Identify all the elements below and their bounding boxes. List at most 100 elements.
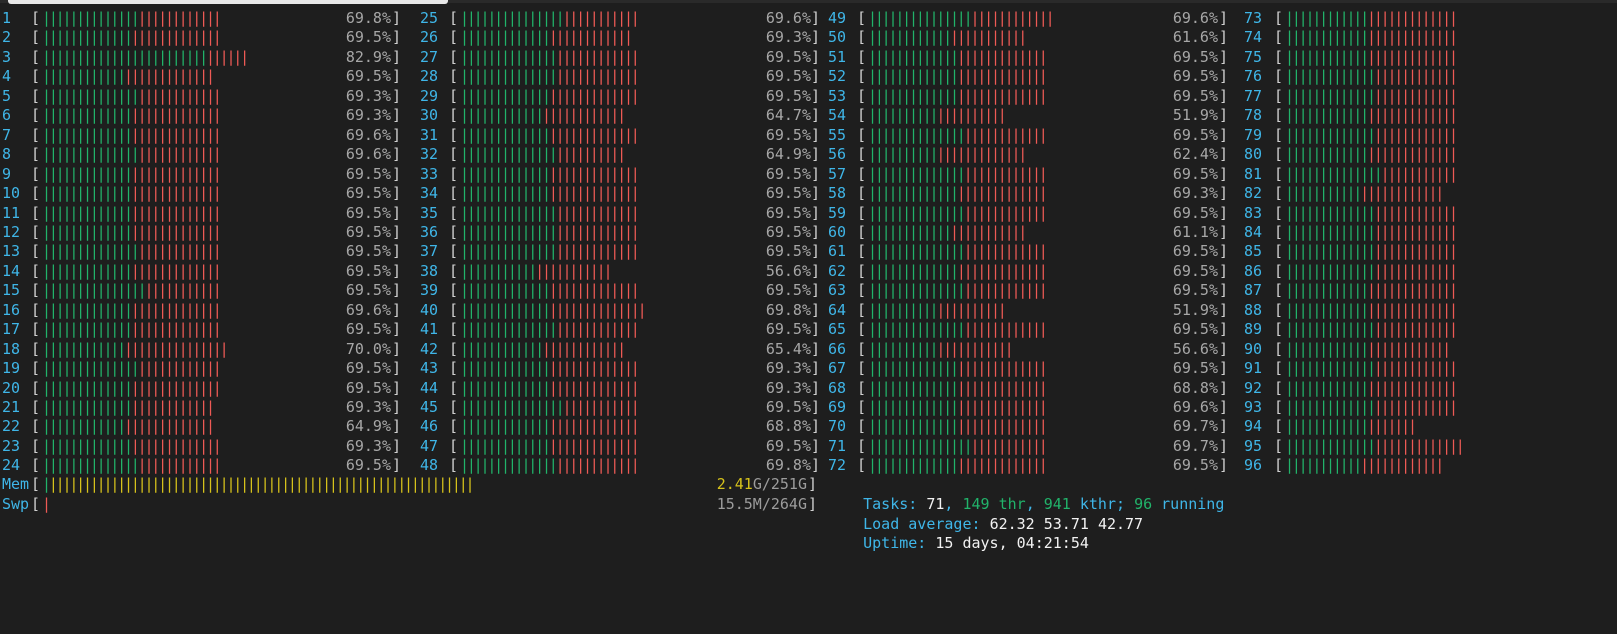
cpu-usage-bar: |||||||||||||||||||||||||| (460, 125, 640, 144)
cpu-usage-bar: ||||||||||||||||||||||| (868, 145, 1027, 164)
cpu-usage-bar: |||||||||||||||||||||||||| (42, 261, 222, 280)
cpu-open-bracket: [ (857, 145, 867, 164)
cpu-close-bracket: ] (1219, 436, 1229, 455)
cpu-close-bracket: ] (811, 242, 821, 261)
cpu-meter: 37 [|||||||||||||||||||||||||| 69.5%] (418, 241, 823, 261)
cpu-usage-bar: ||||||||||||||||||||||||| (1285, 222, 1458, 241)
cpu-usage-bar: |||||||||||||||||||||||||| (42, 106, 222, 125)
cpu-meter: 67 [|||||||||||||||||||||||||| 69.5%] (826, 358, 1231, 378)
cpu-id: 82 (1244, 184, 1263, 203)
cpu-open-bracket: [ (857, 417, 867, 436)
cpu-open-bracket: [ (857, 300, 867, 319)
cpu-open-bracket: [ (31, 106, 41, 125)
cpu-id: 95 (1244, 436, 1263, 455)
cpu-usage-bar: |||||||||||||||||||||||||| (460, 184, 640, 203)
cpu-close-bracket: ] (1219, 281, 1229, 300)
cpu-meter: 86 [||||||||||||||||||||||||| (1242, 261, 1617, 281)
cpu-usage-bar: |||||||||||||||||||||||||| (42, 456, 222, 475)
cpu-usage-bar: ||||||||||||||||||||||||| (1285, 300, 1458, 319)
cpu-id: 44 (420, 378, 439, 397)
cpu-close-bracket: ] (1219, 378, 1229, 397)
cpu-id: 38 (420, 261, 439, 280)
cpu-meter: 14 [|||||||||||||||||||||||||| 69.5%] (0, 261, 405, 281)
cpu-meter: 84 [||||||||||||||||||||||||| (1242, 222, 1617, 242)
cpu-meter: 39 [|||||||||||||||||||||||||| 69.5%] (418, 280, 823, 300)
cpu-close-bracket: ] (392, 281, 402, 300)
cpu-percent: 69.5% (765, 164, 811, 183)
cpu-meter: 34 [|||||||||||||||||||||||||| 69.5%] (418, 183, 823, 203)
cpu-open-bracket: [ (857, 339, 867, 358)
cpu-percent: 69.5% (1172, 203, 1218, 222)
cpu-id: 49 (828, 9, 847, 27)
cpu-usage-bar: |||||||||||||||||||||||||| (42, 359, 222, 378)
cpu-close-bracket: ] (1219, 417, 1229, 436)
cpu-usage-bar: |||||||||||||||||||||||||| (460, 242, 640, 261)
cpu-id: 50 (828, 28, 847, 47)
cpu-usage-bar: |||||||||||||||||||||||||| (868, 359, 1048, 378)
cpu-usage-bar: |||||||||||||||||||||||| (1285, 339, 1451, 358)
cpu-meter: 4 [||||||||||||||||||||||||| 69.5%] (0, 66, 405, 86)
cpu-meter: 42 [|||||||||||||||||||||||| 65.4%] (418, 339, 823, 359)
cpu-usage-bar: |||||||||||||||||||||||||| (460, 436, 640, 455)
cpu-meter: 51 [|||||||||||||||||||||||||| 69.5%] (826, 47, 1231, 67)
cpu-id: 51 (828, 47, 847, 66)
cpu-meter: 46 [|||||||||||||||||||||||||| 68.8%] (418, 416, 823, 436)
cpu-close-bracket: ] (1219, 339, 1229, 358)
cpu-open-bracket: [ (857, 261, 867, 280)
cpu-close-bracket: ] (1219, 125, 1229, 144)
cpu-usage-bar: |||||||||||||||||||| (868, 300, 1007, 319)
cpu-percent: 69.5% (765, 125, 811, 144)
cpu-close-bracket: ] (811, 378, 821, 397)
cpu-meter: 49 [||||||||||||||||||||||||||| 69.6%] (826, 8, 1231, 28)
cpu-percent: 69.3% (765, 359, 811, 378)
cpu-usage-bar: ||||||||||||||||||||| (868, 339, 1014, 358)
cpu-meter: 89 [||||||||||||||||||||||||| (1242, 319, 1617, 339)
cpu-usage-bar: |||||||||||||||||||||||||| (42, 28, 222, 47)
cpu-meter: 87 [||||||||||||||||||||||||| (1242, 280, 1617, 300)
cpu-meter: 11 [|||||||||||||||||||||||||| 69.5%] (0, 203, 405, 223)
cpu-percent: 69.6% (345, 145, 391, 164)
cpu-usage-bar: |||||||||||||||||||||||||| (868, 261, 1048, 280)
cpu-id: 20 (2, 378, 21, 397)
cpu-usage-bar: |||||||||||||||||||||||||| (868, 417, 1048, 436)
swap-label: Swp (2, 495, 30, 513)
cpu-close-bracket: ] (392, 300, 402, 319)
cpu-close-bracket: ] (811, 9, 821, 27)
cpu-open-bracket: [ (449, 320, 459, 339)
cpu-usage-bar: |||||||||||||||||||||||| (460, 339, 626, 358)
cpu-open-bracket: [ (449, 359, 459, 378)
cpu-open-bracket: [ (1274, 145, 1284, 164)
cpu-percent: 69.7% (1172, 436, 1218, 455)
cpu-usage-bar: |||||||||||||||||||||||| (460, 106, 626, 125)
cpu-meter: 44 [|||||||||||||||||||||||||| 69.3%] (418, 378, 823, 398)
cpu-close-bracket: ] (392, 125, 402, 144)
cpu-id: 76 (1244, 67, 1263, 86)
cpu-close-bracket: ] (811, 67, 821, 86)
cpu-id: 35 (420, 203, 439, 222)
cpu-close-bracket: ] (811, 222, 821, 241)
cpu-usage-bar: |||||||||||||||||||||||||| (868, 86, 1048, 105)
cpu-id: 60 (828, 222, 847, 241)
cpu-meter: 13 [|||||||||||||||||||||||||| 69.5%] (0, 241, 405, 261)
cpu-meter: 23 [|||||||||||||||||||||||||| 69.3%] (0, 436, 405, 456)
cpu-id: 14 (2, 261, 21, 280)
cpu-open-bracket: [ (449, 222, 459, 241)
cpu-open-bracket: [ (1274, 28, 1284, 47)
cpu-id: 10 (2, 184, 21, 203)
cpu-id: 42 (420, 339, 439, 358)
cpu-percent: 69.5% (765, 242, 811, 261)
cpu-id: 86 (1244, 261, 1263, 280)
cpu-meter: 19 [|||||||||||||||||||||||||| 69.5%] (0, 358, 405, 378)
cpu-meter: 36 [|||||||||||||||||||||||||| 69.5%] (418, 222, 823, 242)
cpu-open-bracket: [ (857, 320, 867, 339)
cpu-id: 47 (420, 436, 439, 455)
cpu-id: 75 (1244, 47, 1263, 66)
cpu-usage-bar: ||||||||||||||||||||||||| (1285, 281, 1458, 300)
cpu-open-bracket: [ (1274, 203, 1284, 222)
cpu-percent: 56.6% (765, 261, 811, 280)
load-average-label: Load average: (863, 515, 990, 533)
cpu-open-bracket: [ (857, 164, 867, 183)
cpu-usage-bar: |||||||||||||||||||||||||| (460, 164, 640, 183)
cpu-percent: 51.9% (1172, 300, 1218, 319)
cpu-meter: 65 [|||||||||||||||||||||||||| 69.5%] (826, 319, 1231, 339)
